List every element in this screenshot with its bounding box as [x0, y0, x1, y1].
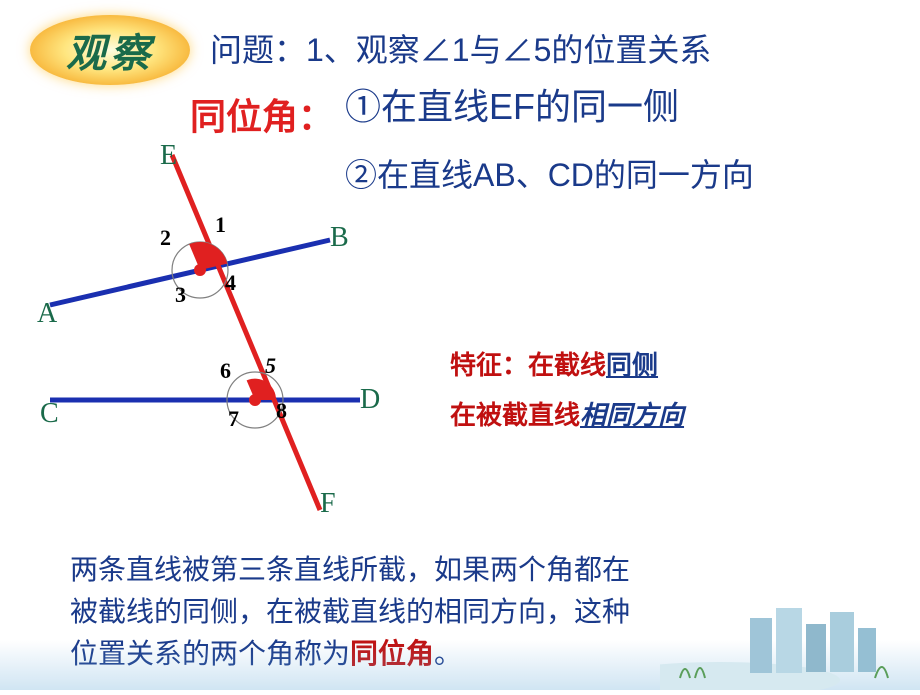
label-b: B	[330, 222, 349, 254]
feature-line-2: 在被截直线相同方向	[450, 395, 684, 432]
intersection-dot-1	[194, 264, 206, 276]
geometry-diagram: E A B C D F 1 2 3 4 5 6 7 8	[20, 140, 400, 520]
feature-1-prefix: 特征：在截线	[450, 350, 606, 380]
angle-4: 4	[225, 270, 236, 296]
badge-text: 观察	[66, 21, 154, 79]
feature-2-prefix: 在被截直线	[450, 400, 580, 430]
angle-5: 5	[265, 353, 276, 379]
condition-1: ①在直线EF的同一侧	[345, 78, 679, 130]
definition-part-1: 两条直线被第三条直线所截，如果两个角都在	[70, 555, 630, 586]
label-c: C	[40, 398, 59, 430]
feature-2-keyword: 相同方向	[580, 401, 684, 430]
condition-2: ②在直线AB、CD的同一方向	[345, 150, 754, 196]
feature-line-1: 特征：在截线同侧	[450, 345, 658, 382]
footer-decoration	[660, 600, 920, 690]
label-f: F	[320, 488, 336, 520]
feature-1-keyword: 同侧	[606, 350, 658, 380]
angle-1: 1	[215, 212, 226, 238]
observe-badge: 观察	[30, 15, 190, 85]
label-a: A	[37, 298, 57, 330]
angle-7: 7	[228, 406, 239, 432]
corresponding-angle-title: 同位角：	[190, 88, 334, 140]
angle-6: 6	[220, 358, 231, 384]
diagram-svg	[20, 140, 400, 520]
question-text: 问题：1、观察∠1与∠5的位置关系	[210, 25, 711, 71]
line-ab	[50, 240, 330, 305]
line-ef	[172, 155, 320, 510]
definition-part-2: 被截线的同侧，在被截直线的相同方向，这种	[70, 597, 630, 628]
label-d: D	[360, 384, 380, 416]
angle-2: 2	[160, 225, 171, 251]
angle-3: 3	[175, 282, 186, 308]
angle-8: 8	[276, 398, 287, 424]
intersection-dot-2	[249, 394, 261, 406]
label-e: E	[160, 140, 177, 172]
